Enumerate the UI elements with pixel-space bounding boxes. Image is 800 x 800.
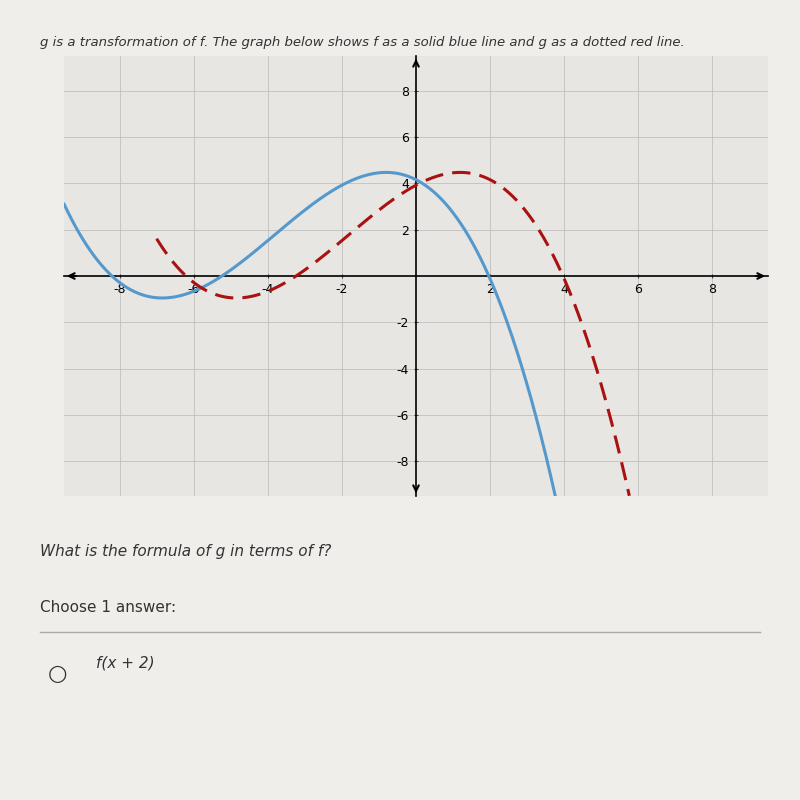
Text: g is a transformation of f. The graph below shows f as a solid blue line and g a: g is a transformation of f. The graph be… (40, 36, 685, 49)
Text: What is the formula of g in terms of f?: What is the formula of g in terms of f? (40, 544, 331, 559)
Text: Choose 1 answer:: Choose 1 answer: (40, 600, 176, 615)
Text: f(x + 2): f(x + 2) (96, 656, 154, 671)
Text: ○: ○ (48, 664, 67, 684)
